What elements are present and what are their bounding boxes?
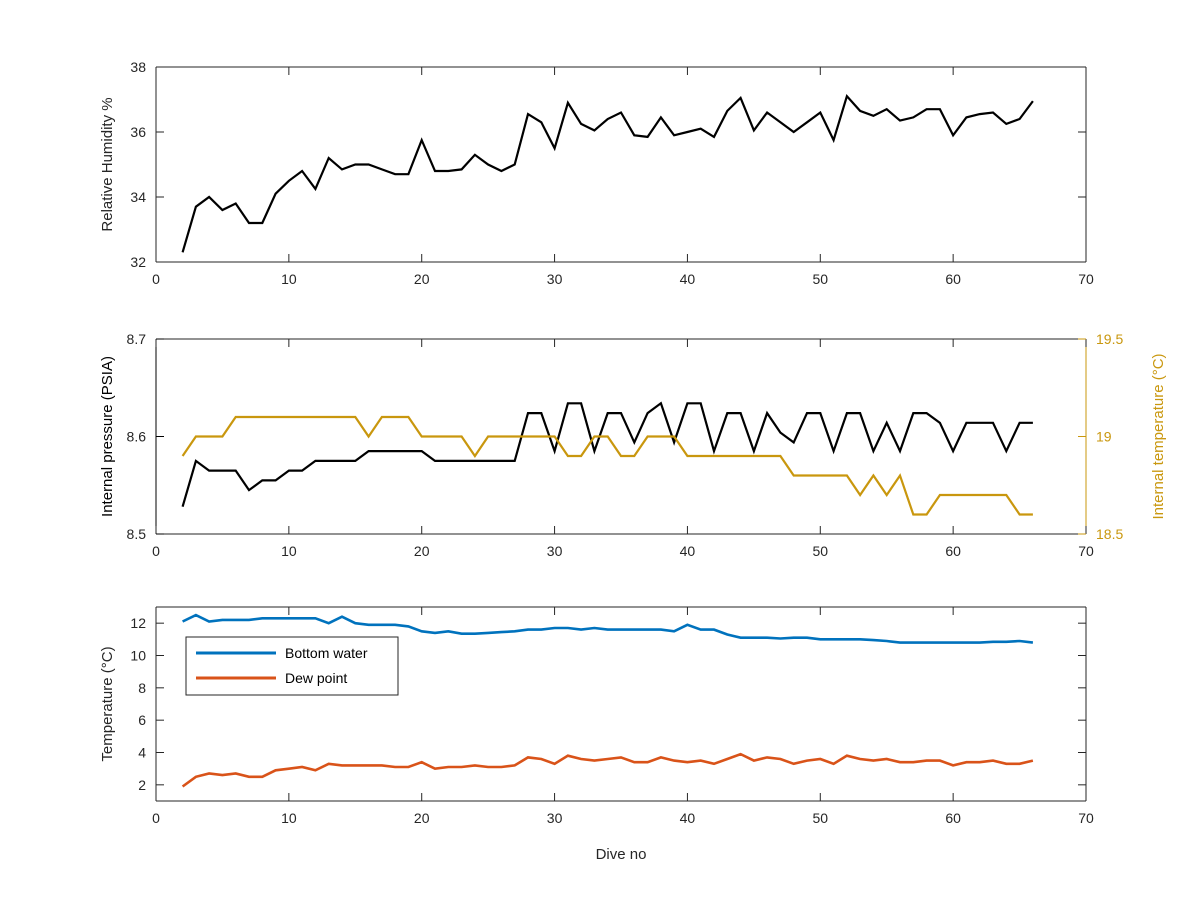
x-tick-label: 60: [945, 543, 961, 559]
x-tick-label: 70: [1078, 543, 1094, 559]
y-tick-label: 8.7: [127, 331, 147, 347]
x-tick-label: 70: [1078, 271, 1094, 287]
x-tick-label: 20: [414, 810, 430, 826]
legend: Bottom water Dew point: [185, 636, 399, 696]
x-tick-label: 10: [281, 543, 297, 559]
x-tick-label: 30: [547, 810, 563, 826]
y-axis-label: Temperature (°C): [99, 646, 116, 761]
y-tick-label: 6: [138, 712, 146, 728]
x-tick-label: 0: [152, 271, 160, 287]
y-tick-label: 36: [130, 124, 146, 140]
x-tick-label: 60: [945, 810, 961, 826]
y-tick-label: 12: [130, 615, 146, 631]
x-tick-label: 20: [414, 271, 430, 287]
y-tick-label: 2: [138, 777, 146, 793]
y-tick-label: 38: [130, 59, 146, 75]
y-axis-label: Internal pressure (PSIA): [99, 356, 116, 517]
y-tick-label-right: 19.5: [1096, 331, 1123, 347]
x-tick-label: 70: [1078, 810, 1094, 826]
y-tick-label: 10: [130, 648, 146, 664]
x-tick-label: 30: [547, 271, 563, 287]
x-tick-label: 20: [414, 543, 430, 559]
x-tick-label: 50: [812, 543, 828, 559]
series-line-dew-point: [181, 752, 1034, 788]
y-tick-label: 32: [130, 254, 146, 270]
y-tick-label: 8.5: [127, 526, 147, 542]
x-tick-label: 40: [680, 271, 696, 287]
x-tick-label: 60: [945, 271, 961, 287]
x-tick-label: 0: [152, 810, 160, 826]
series-line-right-axis: [181, 415, 1033, 516]
y-tick-label-right: 18.5: [1096, 526, 1123, 542]
y-axis-label: Relative Humidity %: [99, 97, 116, 231]
x-tick-label: 40: [680, 810, 696, 826]
y-tick-label: 34: [130, 189, 146, 205]
x-tick-label: 50: [812, 810, 828, 826]
panel-3: 0 10 20 30 40 50 60 70 2 4 6 8 10 12 Temperature (°C) D…: [99, 606, 1094, 863]
series-line-left-axis: [181, 94, 1034, 253]
legend-entry: Bottom water: [285, 645, 368, 661]
y-tick-label: 8.6: [127, 429, 147, 445]
y-axis-label-right: Internal temperature (°C): [1150, 353, 1167, 519]
x-tick-label: 50: [812, 271, 828, 287]
series-line-left-axis: [181, 401, 1033, 508]
y-tick-label-right: 19: [1096, 429, 1112, 445]
y-tick-label: 4: [138, 745, 146, 761]
x-tick-label: 10: [281, 271, 297, 287]
y-tick-label: 8: [138, 680, 146, 696]
legend-entry: Dew point: [285, 670, 347, 686]
legend-box: [185, 636, 399, 696]
x-tick-label: 0: [152, 543, 160, 559]
panel-2: 0 10 20 30 40 50 60 70 8.5 8.6 8.7 18.5 19 19.5 Intern…: [99, 331, 1167, 559]
x-tick-label: 30: [547, 543, 563, 559]
x-axis-label: Dive no: [596, 846, 647, 863]
series-line-bottom-water: [182, 613, 1034, 644]
x-tick-label: 40: [680, 543, 696, 559]
x-tick-label: 10: [281, 810, 297, 826]
panel-1: 0 10 20 30 40 50 60 70 32 34 36 38 Relative Humidity…: [99, 59, 1094, 287]
